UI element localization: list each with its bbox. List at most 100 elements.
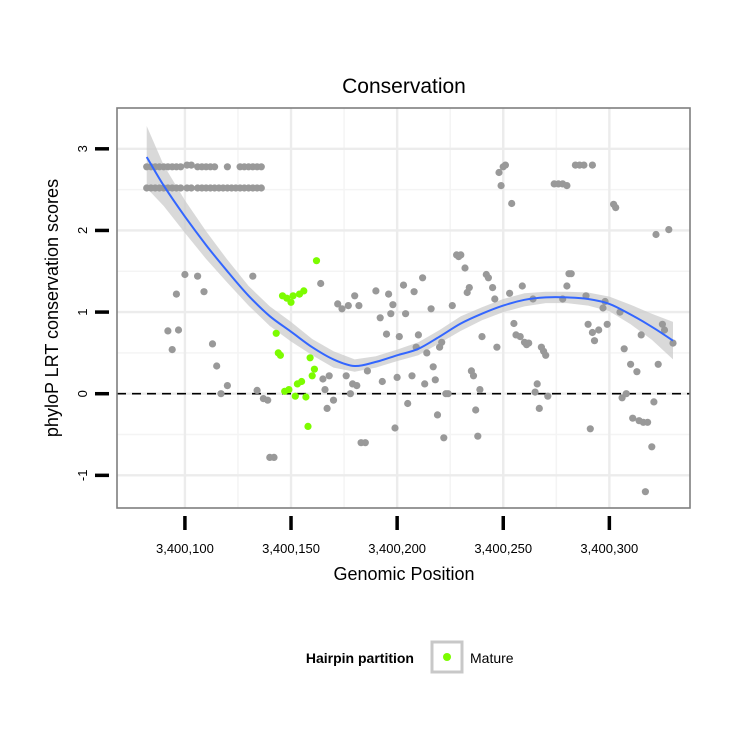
point-other	[603, 320, 611, 328]
x-axis-title: Genomic Position	[333, 564, 474, 584]
point-other	[319, 375, 327, 383]
point-other	[249, 272, 257, 280]
point-other	[658, 320, 667, 328]
point-other	[535, 404, 543, 412]
point-other	[584, 320, 592, 328]
point-other	[612, 204, 620, 212]
point-other	[665, 226, 673, 234]
chart-title: Conservation	[342, 75, 466, 98]
point-other	[419, 274, 427, 282]
point-other	[644, 418, 652, 426]
point-other	[429, 363, 437, 371]
point-other	[423, 349, 431, 357]
point-other	[637, 331, 645, 339]
point-other	[223, 382, 231, 390]
point-other	[457, 251, 465, 259]
panel-border	[116, 107, 691, 509]
point-other	[361, 439, 369, 447]
point-other	[329, 396, 338, 404]
x-tick-label: 3,400,250	[474, 541, 532, 556]
x-tick-label: 3,400,300	[580, 541, 638, 556]
point-other	[211, 163, 219, 171]
point-other	[620, 345, 628, 353]
y-tick-label: 0	[75, 390, 90, 397]
point-other	[389, 301, 397, 309]
point-other	[641, 488, 650, 496]
point-other	[501, 161, 509, 169]
point-other	[395, 333, 403, 341]
point-other	[355, 302, 363, 310]
point-mature	[312, 257, 321, 265]
point-other	[342, 372, 350, 380]
point-mature	[285, 386, 293, 394]
point-mature	[310, 365, 318, 373]
point-other	[622, 390, 630, 398]
point-other	[323, 404, 331, 412]
point-other	[433, 411, 442, 419]
point-other	[650, 398, 658, 406]
point-other	[472, 406, 480, 414]
point-other	[525, 339, 533, 347]
point-mature	[272, 329, 280, 337]
point-other	[378, 377, 386, 386]
point-other	[387, 310, 395, 318]
point-other	[531, 388, 539, 396]
point-other	[177, 184, 185, 192]
point-other	[654, 360, 662, 368]
point-other	[474, 432, 482, 440]
point-other	[177, 163, 185, 171]
point-other	[542, 351, 550, 359]
point-other	[476, 386, 484, 394]
point-mature	[306, 354, 314, 362]
point-other	[363, 367, 371, 375]
point-other	[257, 184, 265, 192]
point-mature	[289, 292, 297, 300]
point-other	[510, 319, 518, 328]
point-other	[493, 343, 501, 351]
legend: Hairpin partition Mature	[306, 640, 514, 674]
point-other	[174, 326, 183, 334]
point-other	[533, 380, 541, 388]
point-mature	[298, 377, 306, 386]
point-other	[414, 331, 422, 339]
point-other	[567, 270, 575, 278]
point-other	[325, 372, 333, 380]
plot-panel	[116, 107, 691, 509]
point-other	[187, 184, 195, 192]
point-other	[469, 372, 478, 380]
point-other	[168, 346, 176, 354]
point-other	[563, 282, 571, 290]
point-other	[399, 281, 408, 289]
points-other-series	[143, 161, 677, 496]
y-axis: -1 0 1 2 3	[75, 145, 109, 481]
point-other	[164, 327, 172, 335]
point-other	[595, 326, 603, 334]
point-other	[444, 390, 452, 398]
point-other	[590, 337, 599, 345]
point-other	[491, 295, 499, 303]
point-other	[257, 163, 265, 171]
point-other	[438, 338, 446, 346]
legend-key-mature-point	[443, 653, 451, 661]
point-other	[200, 288, 208, 296]
point-other	[194, 272, 202, 280]
point-other	[402, 310, 410, 318]
y-tick-label: 2	[75, 227, 90, 234]
point-other	[669, 339, 677, 347]
point-other	[461, 264, 469, 272]
x-tick-label: 3,400,100	[156, 541, 214, 556]
point-other	[321, 386, 329, 394]
point-other	[376, 314, 384, 322]
point-other	[489, 284, 497, 292]
point-other	[372, 287, 380, 295]
point-mature	[300, 287, 308, 295]
point-other	[172, 290, 180, 298]
point-other	[497, 182, 505, 190]
x-tick-label: 3,400,150	[262, 541, 320, 556]
legend-title: Hairpin partition	[306, 650, 414, 666]
point-mature	[304, 422, 312, 430]
point-other	[410, 288, 418, 296]
point-other	[506, 289, 514, 297]
point-other	[629, 414, 637, 422]
